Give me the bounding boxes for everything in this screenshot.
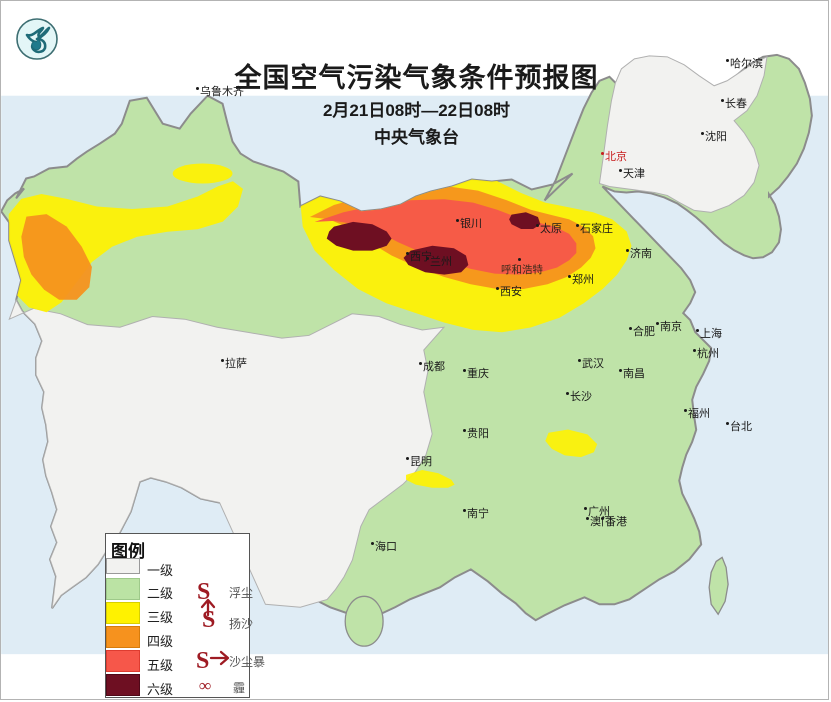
svg-text:S: S	[196, 648, 209, 674]
